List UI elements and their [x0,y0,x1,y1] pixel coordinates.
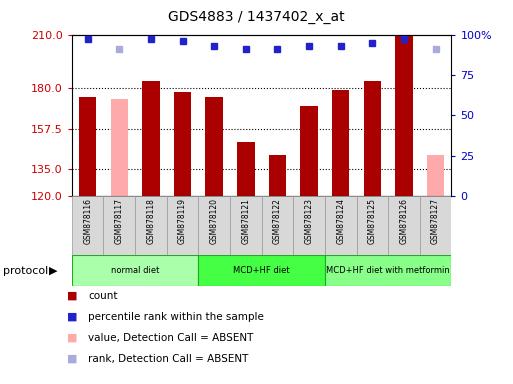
Text: GSM878126: GSM878126 [400,198,408,244]
Bar [364,81,381,196]
Text: ▶: ▶ [49,266,58,276]
Text: GSM878124: GSM878124 [336,198,345,244]
Bar [174,92,191,196]
Bar [199,255,325,286]
Bar [206,97,223,196]
Text: MCD+HF diet: MCD+HF diet [233,266,290,275]
Bar [142,81,160,196]
Bar [135,196,167,255]
Text: GSM878119: GSM878119 [178,198,187,244]
Bar [332,90,349,196]
Bar [269,155,286,196]
Bar [230,196,262,255]
Bar [325,255,451,286]
Text: GSM878122: GSM878122 [273,198,282,244]
Text: value, Detection Call = ABSENT: value, Detection Call = ABSENT [88,333,253,343]
Bar [420,196,451,255]
Bar [325,196,357,255]
Text: GSM878120: GSM878120 [210,198,219,244]
Bar [72,255,199,286]
Text: GSM878118: GSM878118 [146,198,155,244]
Text: GSM878125: GSM878125 [368,198,377,244]
Text: ■: ■ [67,291,77,301]
Text: GSM878123: GSM878123 [305,198,313,244]
Text: ■: ■ [67,354,77,364]
Bar [293,196,325,255]
Text: percentile rank within the sample: percentile rank within the sample [88,312,264,322]
Bar [357,196,388,255]
Text: ■: ■ [67,312,77,322]
Bar [301,106,318,196]
Bar [111,99,128,196]
Bar [388,196,420,255]
Text: GSM878116: GSM878116 [83,198,92,244]
Text: ■: ■ [67,333,77,343]
Bar [167,196,199,255]
Bar [237,142,254,196]
Bar [396,35,412,196]
Text: protocol: protocol [3,266,48,276]
Bar [104,196,135,255]
Text: GSM878127: GSM878127 [431,198,440,244]
Bar [79,97,96,196]
Text: GDS4883 / 1437402_x_at: GDS4883 / 1437402_x_at [168,10,345,23]
Text: GSM878121: GSM878121 [241,198,250,244]
Bar [199,196,230,255]
Text: count: count [88,291,118,301]
Bar [427,155,444,196]
Text: MCD+HF diet with metformin: MCD+HF diet with metformin [326,266,450,275]
Text: GSM878117: GSM878117 [115,198,124,244]
Bar [72,196,104,255]
Text: normal diet: normal diet [111,266,159,275]
Bar [262,196,293,255]
Text: rank, Detection Call = ABSENT: rank, Detection Call = ABSENT [88,354,249,364]
